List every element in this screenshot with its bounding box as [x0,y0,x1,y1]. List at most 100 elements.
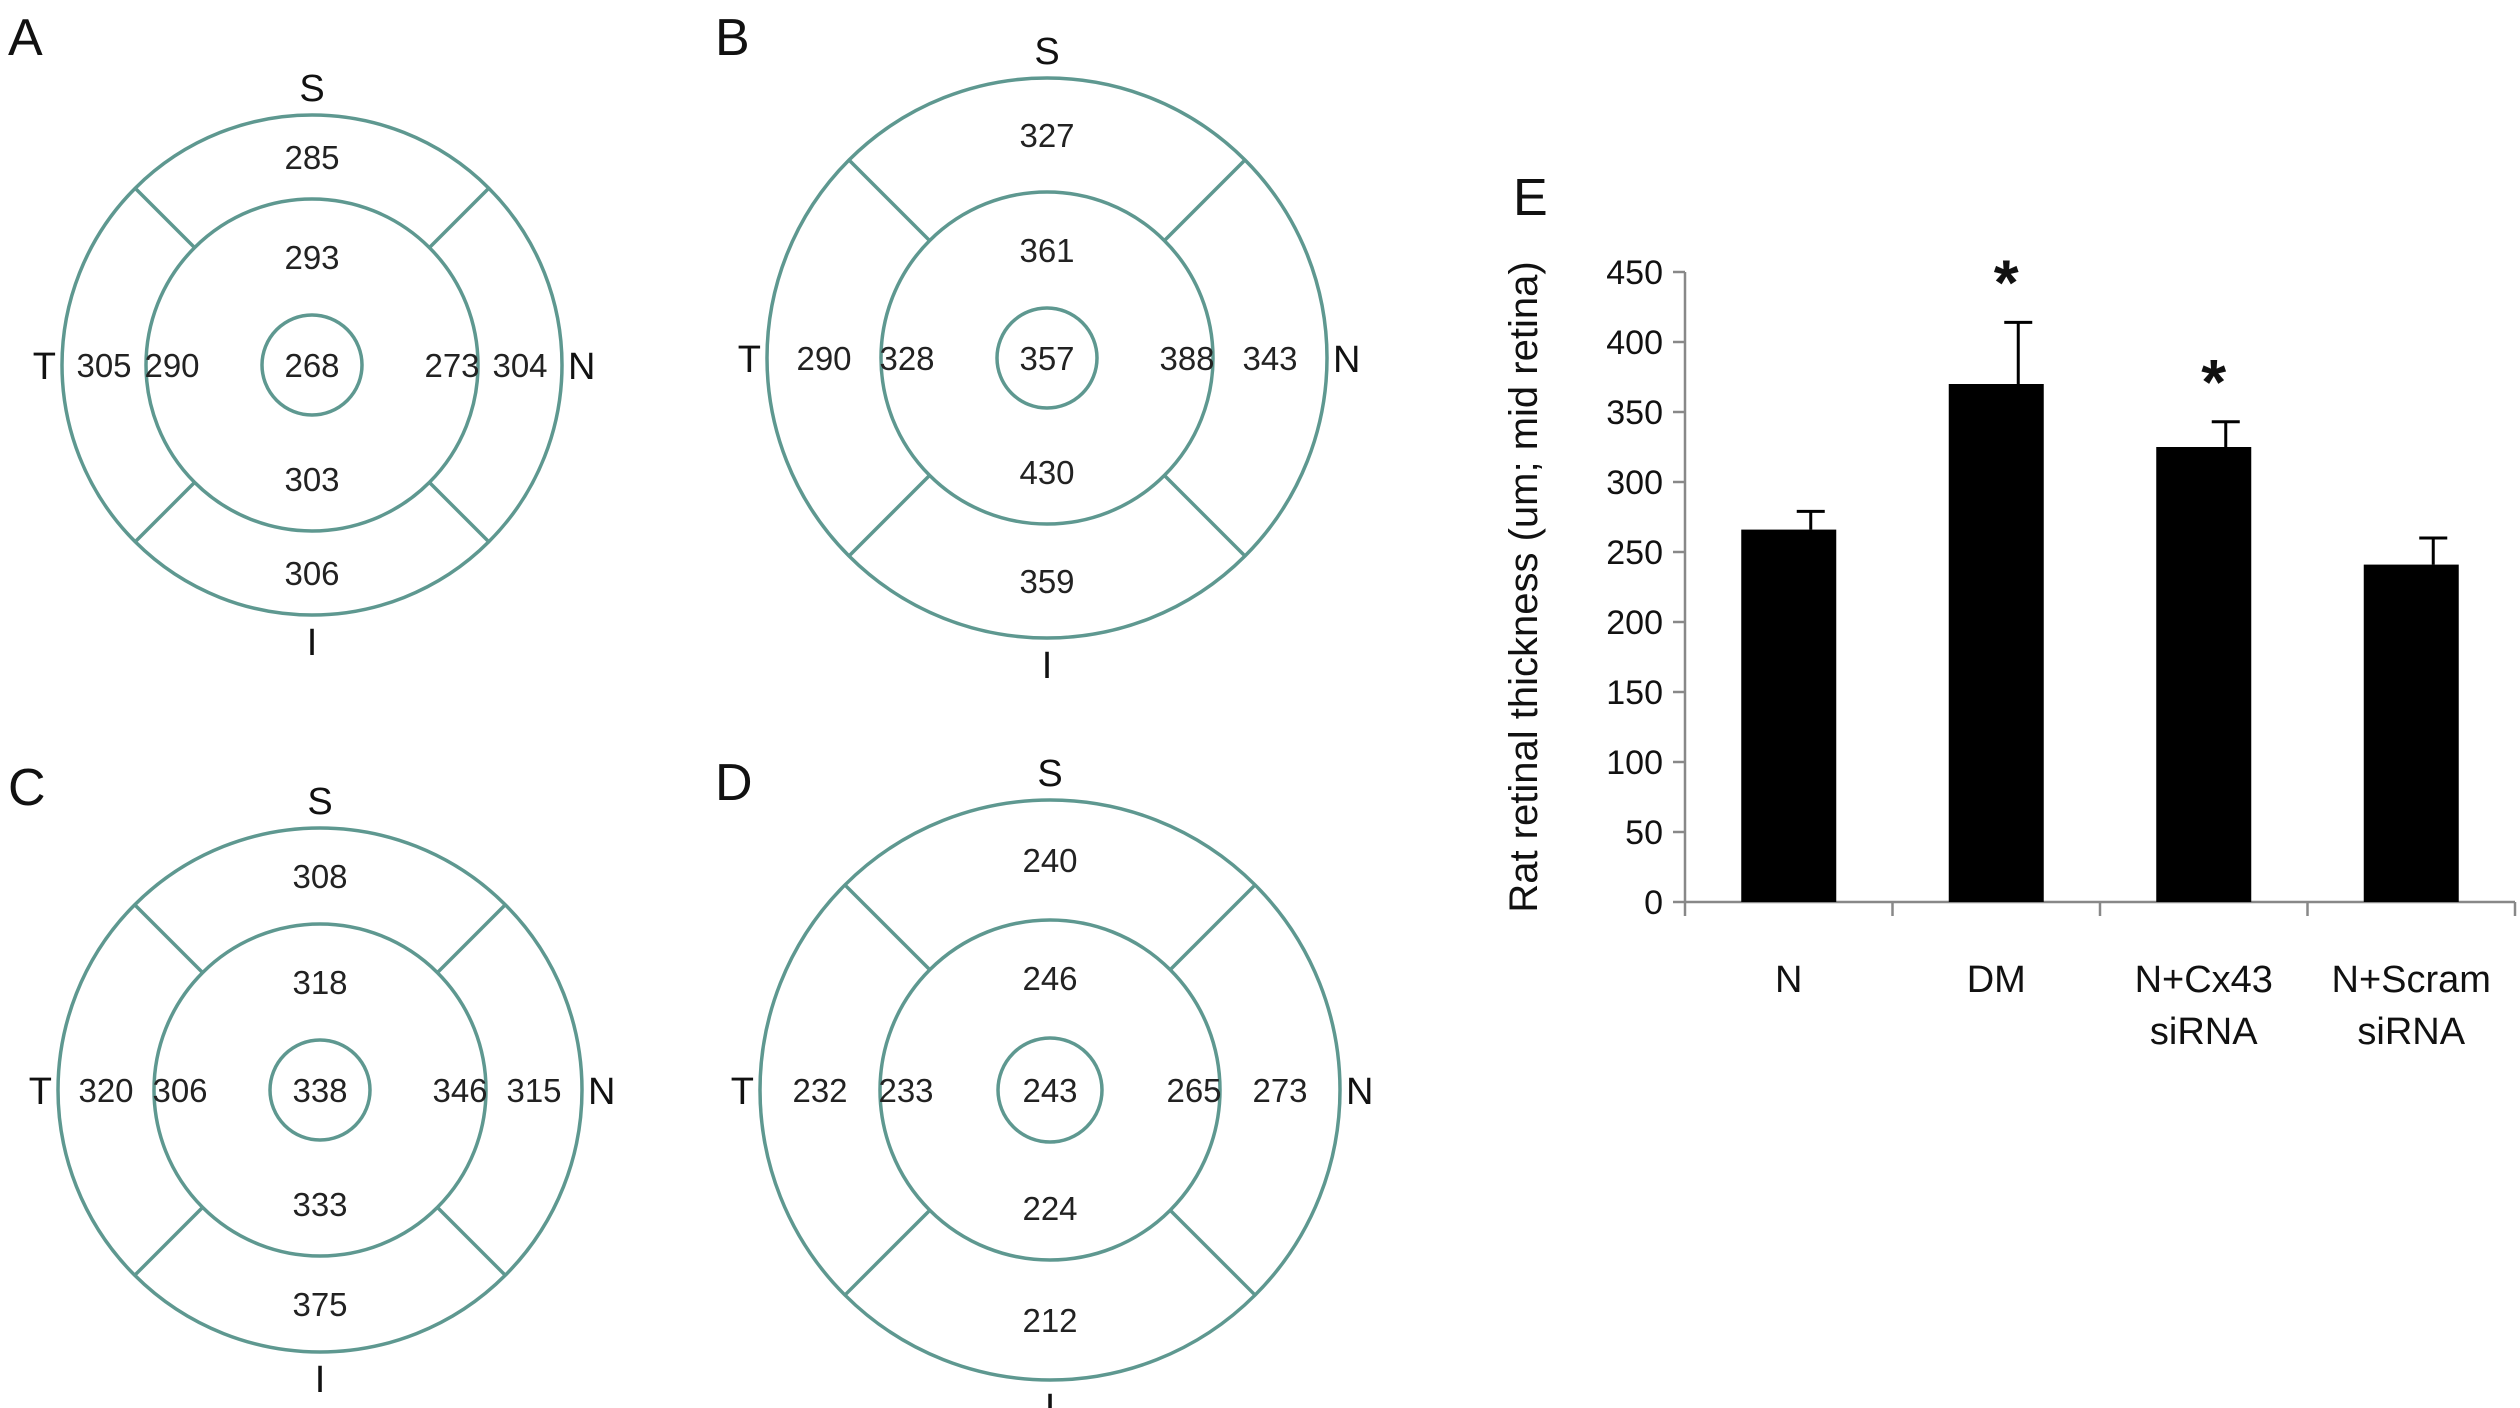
bar [2156,447,2252,902]
y-tick-label: 100 [1606,744,1663,782]
y-tick-label: 450 [1606,254,1663,292]
thickness-value-outer-n: 343 [1242,340,1297,377]
category-label-line: DM [1967,959,2026,1001]
sector-divider [847,158,931,242]
thickness-value-outer-t: 320 [78,1072,133,1109]
panel-letter: B [715,9,750,67]
center-ring [995,306,1099,410]
thickness-value-inner-i: 333 [292,1186,347,1223]
sector-divider [1163,158,1247,242]
y-tick-label: 300 [1606,464,1663,502]
sector-divider [428,186,491,249]
direction-label-s: S [1037,753,1062,795]
thickness-value-outer-n: 315 [506,1072,561,1109]
thickness-value-inner-t: 233 [878,1072,933,1109]
thickness-value-center: 338 [292,1072,347,1109]
inner-ring [878,918,1222,1262]
thickness-value-inner-i: 303 [284,461,339,498]
thickness-value-inner-t: 290 [144,347,199,384]
direction-label-n: N [568,346,595,388]
panel-letter-e: E [1513,169,1548,227]
panel-letter: A [8,9,43,67]
sector-divider [133,186,196,249]
outer-ring [765,76,1329,640]
panel-letter: C [8,759,46,817]
thickness-value-outer-s: 308 [292,858,347,895]
thickness-value-outer-t: 290 [796,340,851,377]
category-label-line: siRNA [2357,1011,2465,1053]
thickness-value-inner-s: 318 [292,964,347,1001]
thickness-value-inner-n: 346 [432,1072,487,1109]
panel-letter: D [715,754,753,812]
outer-ring [60,113,564,617]
direction-label-t: T [738,339,761,381]
y-tick-label: 50 [1625,814,1663,852]
bar [1948,384,2044,902]
direction-label-i: I [307,622,318,664]
bar-chart-e: E 0 50 100 150 200 250 300 350 400 450 Rat retinal … [1502,169,2517,1053]
thickness-value-inner-s: 246 [1022,960,1077,997]
sector-divider [133,1206,204,1277]
map-C: C S I T N 338 318 333 306 346 308 375 320 315 [8,759,615,1401]
thickness-value-inner-i: 430 [1019,454,1074,491]
y-axis-label: Rat retinal thickness (um; mid retina) [1502,261,1546,912]
thickness-value-inner-t: 306 [152,1072,207,1109]
bar [2363,564,2459,902]
thickness-value-inner-i: 224 [1022,1190,1077,1227]
thickness-value-outer-s: 240 [1022,842,1077,879]
category-label-line: N+Cx43 [2135,959,2273,1001]
y-tick-label: 200 [1606,604,1663,642]
direction-label-t: T [33,346,56,388]
y-tick-label: 0 [1644,884,1663,922]
inner-ring [879,190,1215,526]
thickness-value-outer-n: 304 [492,347,547,384]
inner-ring [144,197,480,533]
thickness-value-outer-i: 359 [1019,563,1074,600]
thickness-value-inner-s: 361 [1019,232,1074,269]
sector-divider [843,883,932,972]
direction-label-n: N [1333,339,1360,381]
direction-label-s: S [307,781,332,823]
direction-label-t: T [29,1071,52,1113]
category-label: N [1775,959,1802,1001]
y-tick-label: 250 [1606,534,1663,572]
sector-divider [847,474,931,558]
thickness-value-outer-t: 232 [792,1072,847,1109]
y-tick-label: 150 [1606,674,1663,712]
category-label-line: N+Scram [2332,959,2491,1001]
y-tick-label: 350 [1606,394,1663,432]
thickness-value-outer-s: 285 [284,139,339,176]
direction-label-n: N [588,1071,615,1113]
thickness-value-inner-n: 273 [424,347,479,384]
thickness-value-outer-i: 212 [1022,1302,1077,1339]
thickness-value-outer-i: 306 [284,555,339,592]
direction-label-i: I [1045,1387,1056,1408]
bar [1741,529,1837,902]
sector-divider [133,481,196,544]
thickness-value-inner-t: 328 [879,340,934,377]
category-label-line: siRNA [2150,1011,2258,1053]
thickness-value-inner-n: 265 [1166,1072,1221,1109]
center-ring [260,313,364,417]
sector-divider [436,1206,507,1277]
thickness-value-inner-n: 388 [1159,340,1214,377]
thickness-maps: A S I T N 268 293 303 290 273 285 306 305 304 B S I T N 357… [8,9,1373,1408]
outer-ring [56,826,584,1354]
category-label: N+Scram siRNA [2332,959,2491,1053]
significance-star: * [2201,346,2226,418]
thickness-value-outer-t: 305 [76,347,131,384]
y-tick-label: 400 [1606,324,1663,362]
center-ring [996,1036,1104,1144]
map-D: D S I T N 243 246 224 233 265 240 212 232 273 [715,753,1373,1408]
direction-label-t: T [731,1071,754,1113]
thickness-value-outer-i: 375 [292,1286,347,1323]
sector-divider [428,481,491,544]
map-A: A S I T N 268 293 303 290 273 285 306 305 304 [8,9,595,664]
outer-ring [758,798,1342,1382]
direction-label-s: S [299,68,324,110]
inner-ring [152,922,488,1258]
thickness-value-outer-n: 273 [1252,1072,1307,1109]
sector-divider [843,1208,932,1297]
direction-label-i: I [1042,645,1053,687]
